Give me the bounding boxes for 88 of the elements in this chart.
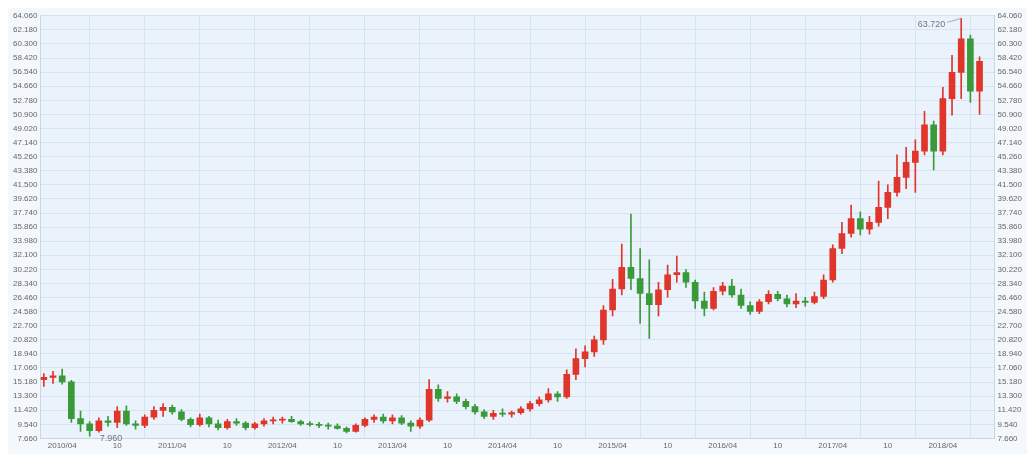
y-tick-label: 52.780: [13, 95, 39, 105]
y-tick-label: 11.420: [13, 405, 39, 415]
x-tick-label: 10: [443, 441, 453, 451]
y-tick-label: 37.740: [13, 208, 39, 218]
y-tick-label: 64.060: [13, 11, 39, 20]
candlestick: [159, 403, 167, 417]
candlestick: [40, 373, 48, 387]
x-tick-label: 10: [553, 441, 563, 451]
x-tick-label: 2013/04: [377, 441, 408, 451]
y2-tick-label: 39.620: [997, 194, 1023, 204]
y2-tick-label: 62.180: [997, 25, 1023, 35]
y-tick-label: 22.700: [13, 320, 39, 330]
y-tick-label: 45.260: [13, 151, 39, 161]
y2-tick-label: 58.420: [997, 53, 1023, 63]
y-tick-label: 35.860: [13, 222, 39, 232]
y2-tick-label: 15.180: [997, 377, 1023, 387]
candlestick: [645, 259, 653, 339]
y2-tick-label: 49.020: [997, 123, 1023, 133]
y-tick-label: 20.820: [13, 335, 39, 344]
x-tick-label: 10: [332, 441, 343, 451]
x-tick-label: 2012/04: [267, 441, 298, 451]
y-tick-label: 54.660: [13, 81, 39, 91]
y2-tick-label: 26.460: [997, 292, 1023, 302]
y2-tick-label: 56.540: [997, 67, 1023, 77]
y-tick-label: 24.580: [13, 306, 39, 316]
y2-tick-label: 45.260: [997, 151, 1023, 161]
y-tick-label: 7.660: [17, 433, 39, 443]
y2-tick-label: 32.100: [997, 250, 1023, 260]
y-tick-label: 26.460: [13, 292, 39, 302]
x-tick-label: 10: [222, 441, 233, 451]
y2-tick-label: 60.300: [997, 39, 1023, 49]
x-tick-label: 10: [773, 441, 783, 451]
y-tick-label: 58.420: [13, 53, 39, 63]
y2-tick-label: 22.700: [997, 320, 1023, 330]
y-tick-label: 15.180: [13, 377, 39, 387]
y-tick-label: 56.540: [13, 67, 39, 77]
y-tick-label: 43.380: [13, 165, 39, 175]
y2-tick-label: 35.860: [997, 222, 1023, 232]
candlestick: [673, 255, 681, 283]
candlestick: [627, 213, 635, 291]
x-tick-label: 10: [883, 441, 893, 451]
y-tick-label: 32.100: [13, 250, 39, 260]
y-tick-label: 17.060: [13, 363, 39, 373]
x-tick-label: 2018/04: [928, 441, 958, 451]
y-tick-label: 28.340: [13, 278, 39, 288]
y2-tick-label: 18.940: [997, 349, 1023, 359]
y2-tick-label: 7.660: [997, 433, 1019, 443]
y2-tick-label: 50.900: [997, 109, 1023, 119]
y2-tick-label: 54.660: [997, 81, 1023, 91]
y-tick-label: 41.500: [13, 180, 39, 190]
y-tick-label: 47.140: [13, 137, 39, 147]
x-tick-label: 10: [663, 441, 673, 451]
candlestick: [801, 296, 809, 307]
y2-tick-label: 47.140: [997, 137, 1023, 147]
y2-tick-label: 52.780: [997, 95, 1023, 105]
y2-tick-label: 28.340: [997, 278, 1023, 288]
y2-tick-label: 64.060: [997, 11, 1023, 20]
y-tick-label: 13.300: [13, 391, 39, 401]
y2-tick-label: 11.420: [997, 405, 1022, 415]
x-tick-label: 2014/04: [488, 441, 518, 451]
annotation: 63.720: [917, 18, 946, 29]
y2-tick-label: 17.060: [997, 363, 1023, 373]
x-tick-label: 2017/04: [818, 441, 848, 451]
y2-tick-label: 41.500: [997, 180, 1023, 190]
y2-tick-label: 20.820: [997, 335, 1023, 344]
y2-tick-label: 9.540: [997, 419, 1019, 429]
y2-tick-label: 43.380: [997, 165, 1023, 175]
y-tick-label: 33.980: [13, 236, 39, 246]
y2-tick-label: 24.580: [997, 306, 1023, 316]
x-tick-label: 2011/04: [158, 441, 187, 451]
y-tick-label: 9.540: [17, 419, 39, 429]
y-tick-label: 39.620: [13, 194, 39, 204]
y-tick-label: 30.220: [13, 264, 39, 274]
y-tick-label: 49.020: [13, 123, 39, 133]
annotation: 7.960: [99, 432, 123, 443]
y-tick-label: 62.180: [13, 25, 39, 35]
y-tick-label: 60.300: [13, 39, 39, 49]
x-tick-label: 2010/04: [47, 441, 78, 451]
y-tick-label: 18.940: [13, 349, 39, 359]
y2-tick-label: 13.300: [997, 391, 1023, 401]
y2-tick-label: 37.740: [997, 208, 1023, 218]
y2-tick-label: 30.220: [997, 264, 1023, 274]
x-tick-label: 10: [112, 441, 123, 451]
candlestick: [636, 248, 644, 324]
y2-tick-label: 33.980: [997, 236, 1023, 246]
x-tick-label: 2015/04: [598, 441, 628, 451]
y-tick-label: 50.900: [13, 109, 39, 119]
x-tick-label: 2016/04: [708, 441, 738, 451]
